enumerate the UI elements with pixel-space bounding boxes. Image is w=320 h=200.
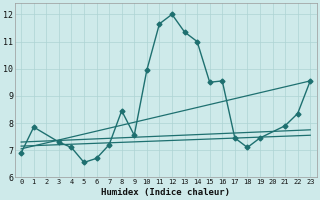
X-axis label: Humidex (Indice chaleur): Humidex (Indice chaleur) <box>101 188 230 197</box>
